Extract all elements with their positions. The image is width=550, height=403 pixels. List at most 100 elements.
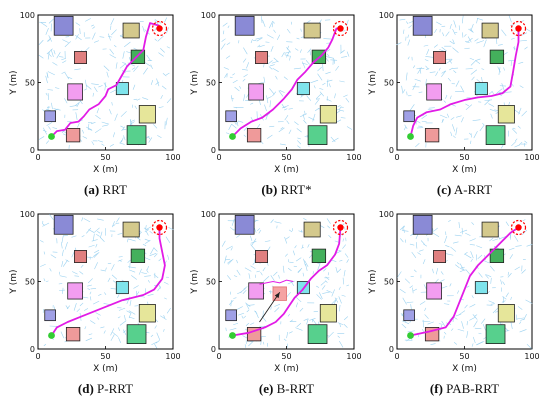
tree-edge xyxy=(76,102,80,108)
tree-edge xyxy=(168,227,174,231)
tree-edge xyxy=(243,47,248,55)
tree-edge xyxy=(296,128,302,133)
tree-edge xyxy=(160,315,167,320)
tree-edge xyxy=(473,130,478,139)
tree-edge xyxy=(272,21,275,24)
tree-edge xyxy=(419,301,426,305)
tree-edge xyxy=(249,235,253,241)
tree-edge xyxy=(338,286,341,291)
goal-ring xyxy=(151,20,168,37)
tree-edge xyxy=(432,268,434,274)
tree-edge xyxy=(439,114,448,119)
tree-edge xyxy=(94,128,102,133)
tree-edge xyxy=(448,219,451,223)
tree-edge xyxy=(513,109,521,114)
tree-edge xyxy=(511,37,515,40)
tree-edge xyxy=(438,323,443,325)
tree-edge xyxy=(469,244,475,246)
tree-edge xyxy=(262,276,270,282)
tree-edge xyxy=(273,29,276,33)
tree-edge xyxy=(65,259,70,263)
tree-edge xyxy=(496,38,498,45)
tree-edge xyxy=(146,54,151,61)
tree-edge xyxy=(232,79,238,84)
tree-edge xyxy=(145,230,149,236)
tree-edge xyxy=(52,127,58,129)
tree-edge xyxy=(519,85,524,89)
tree-edge xyxy=(104,292,107,295)
obstacle xyxy=(74,250,87,263)
subplot-caption: (b) RRT* xyxy=(261,182,311,197)
tree-edge xyxy=(110,25,112,30)
tree-edge xyxy=(119,140,122,144)
obstacle xyxy=(474,281,488,295)
tree-edge xyxy=(155,81,160,85)
tree-edge xyxy=(278,274,280,279)
tree-edge xyxy=(286,120,290,125)
obstacle xyxy=(115,281,129,295)
tree-edge xyxy=(86,126,92,131)
tree-edge xyxy=(339,80,345,83)
tree-edge xyxy=(479,125,485,132)
tree-edge xyxy=(276,34,281,41)
tree-edge xyxy=(256,228,261,232)
tree-edge xyxy=(90,122,96,125)
y-tick-label: 100 xyxy=(201,210,216,219)
tree-edge xyxy=(331,289,335,297)
tree-edge xyxy=(435,71,439,77)
caption-letter: (c) xyxy=(437,182,451,197)
tree-edge xyxy=(510,321,513,330)
caption-letter: (e) xyxy=(259,381,273,396)
tree-edge xyxy=(102,124,109,127)
tree-edge xyxy=(232,73,235,76)
tree-edge xyxy=(98,85,103,88)
tree-edge xyxy=(470,60,477,66)
tree-edge xyxy=(88,229,95,233)
tree-edge xyxy=(470,23,474,31)
tree-edge xyxy=(142,97,149,100)
tree-edge xyxy=(297,267,303,273)
tree-edge xyxy=(52,62,58,66)
tree-edge xyxy=(96,317,100,320)
tree-edge xyxy=(319,88,324,90)
tree-edge xyxy=(307,48,312,53)
tree-edge xyxy=(250,102,254,105)
tree-edge xyxy=(526,344,533,350)
tree-edge xyxy=(469,57,475,61)
tree-edge xyxy=(79,271,84,275)
planned-path xyxy=(50,227,166,336)
x-tick-label: 100 xyxy=(524,352,539,361)
tree-edge xyxy=(75,22,81,26)
tree-edge xyxy=(150,80,154,85)
tree-edge xyxy=(93,300,100,305)
tree-edge xyxy=(53,50,56,55)
subplot-caption: (d) P-RRT xyxy=(78,381,133,396)
tree-edge xyxy=(84,308,89,311)
tree-edge xyxy=(115,62,118,69)
tree-edge xyxy=(92,252,98,257)
tree-edge xyxy=(321,285,326,290)
obstacle xyxy=(489,248,505,264)
tree-edge xyxy=(441,320,446,327)
tree-edge xyxy=(239,288,246,293)
caption-letter: (f) xyxy=(430,381,443,396)
tree-edge xyxy=(250,241,257,244)
tree-edge xyxy=(238,120,244,123)
tree-edge xyxy=(164,297,167,300)
tree-edge xyxy=(457,328,465,332)
tree-edge xyxy=(43,127,48,135)
tree-edge xyxy=(225,258,231,261)
tree-edge xyxy=(129,269,136,273)
tree-edge xyxy=(93,86,98,93)
tree-edge xyxy=(342,223,345,226)
tree-edge xyxy=(317,73,323,81)
planned-path xyxy=(232,227,342,337)
tree-edge xyxy=(100,326,105,329)
tree-edge xyxy=(476,17,478,24)
tree-edge xyxy=(344,226,346,231)
y-tick-label: 50 xyxy=(206,79,216,88)
tree-edge xyxy=(94,249,100,254)
obstacle xyxy=(122,22,140,39)
tree-edge xyxy=(500,279,503,285)
tree-edge xyxy=(236,259,238,264)
